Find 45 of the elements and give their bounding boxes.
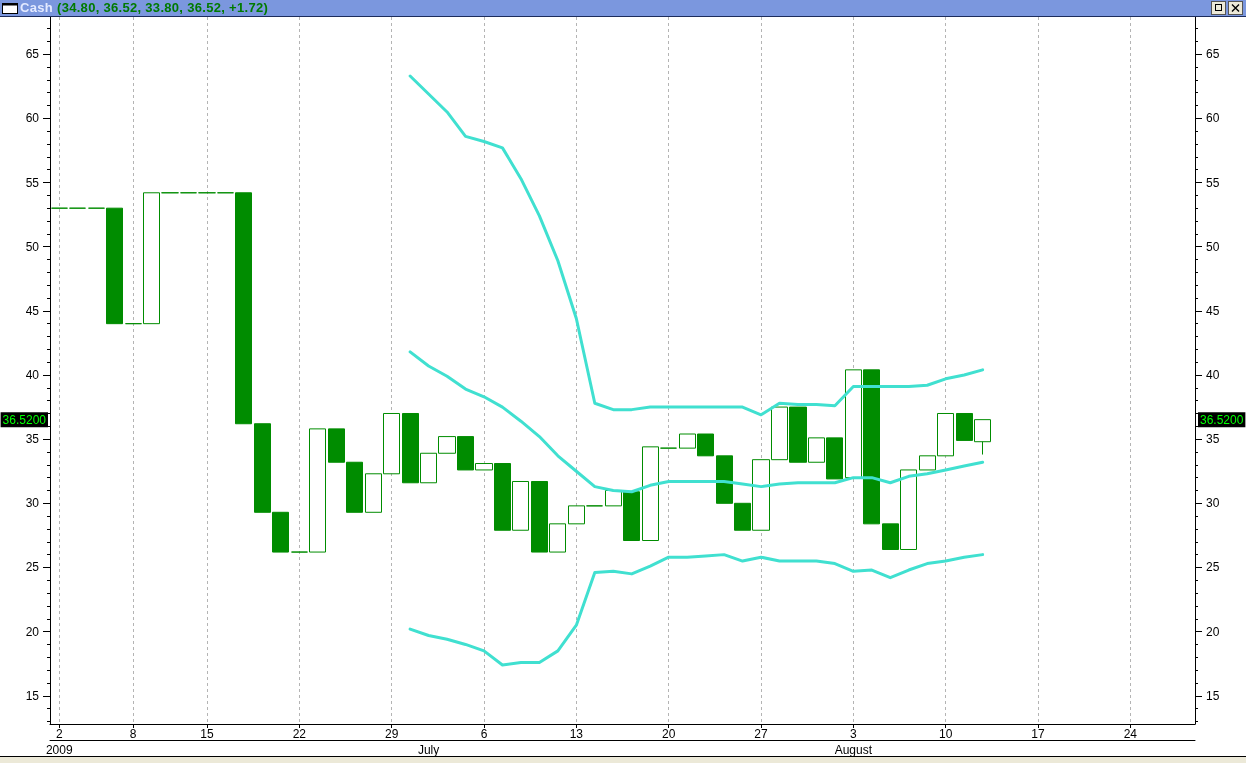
text: 36.5200 bbox=[2, 412, 47, 427]
y-tick-label: 35 bbox=[25, 432, 40, 447]
x-tick-label: July bbox=[417, 743, 440, 757]
y2-tick-label: 30 bbox=[1206, 496, 1220, 511]
y2-tick-label: 45 bbox=[1206, 303, 1220, 318]
y2-tick-label: 65 bbox=[1206, 47, 1220, 62]
y2-tick-label: 20 bbox=[1206, 624, 1220, 639]
y2-tick-label: 40 bbox=[1206, 367, 1220, 382]
y-tick-label: 40 bbox=[25, 367, 40, 382]
chart-title: Cash bbox=[20, 0, 53, 15]
x-tick-label: 27 bbox=[754, 727, 768, 741]
y-tick-label: 25 bbox=[25, 560, 40, 575]
y2-tick-label: 50 bbox=[1206, 239, 1220, 254]
y-tick-label: 30 bbox=[25, 496, 40, 511]
x-tick-label: 22 bbox=[292, 727, 307, 741]
x-tick-label: 3 August bbox=[834, 727, 873, 757]
y-tick-label: 60 bbox=[25, 111, 40, 126]
x-tick-label: 20 bbox=[661, 727, 676, 741]
y2-tick-label: 55 bbox=[1206, 175, 1220, 190]
y-tick-label: 50 bbox=[25, 239, 40, 254]
candlestick bbox=[642, 446, 659, 542]
x-tick-label: 15 bbox=[200, 727, 214, 741]
x-tick-label: 24 bbox=[1123, 727, 1138, 741]
y2-tick-label: 15 bbox=[1206, 688, 1220, 703]
y2-tick-label: 35 bbox=[1206, 432, 1220, 447]
x-tick-label: 8 bbox=[129, 727, 137, 741]
line-series bbox=[408, 350, 985, 494]
y2-tick-label: 25 bbox=[1206, 560, 1220, 575]
text: 36.5200 bbox=[1200, 412, 1244, 427]
chart-subtitle: (34.80, 36.52, 33.80, 36.52, +1.72) bbox=[57, 0, 269, 15]
y2-tick-label: 60 bbox=[1206, 111, 1220, 126]
x-tick-label: 10 bbox=[939, 727, 953, 741]
x-tick-label: 29 bbox=[384, 727, 399, 741]
x-tick-label: 2 2009 bbox=[45, 727, 73, 757]
x-tick-label: 17 bbox=[1031, 727, 1046, 741]
candlestick bbox=[568, 505, 585, 525]
y-tick-label: 20 bbox=[25, 624, 40, 639]
x-tick-label: 13 bbox=[569, 727, 584, 741]
line-series bbox=[408, 553, 985, 667]
y-tick-label: 45 bbox=[25, 303, 40, 318]
y-tick-label: 15 bbox=[25, 688, 40, 703]
line-series bbox=[408, 74, 985, 417]
y-tick-label: 55 bbox=[25, 175, 40, 190]
y-tick-label: 65 bbox=[25, 47, 40, 62]
x-tick-label: 6 bbox=[480, 727, 488, 741]
